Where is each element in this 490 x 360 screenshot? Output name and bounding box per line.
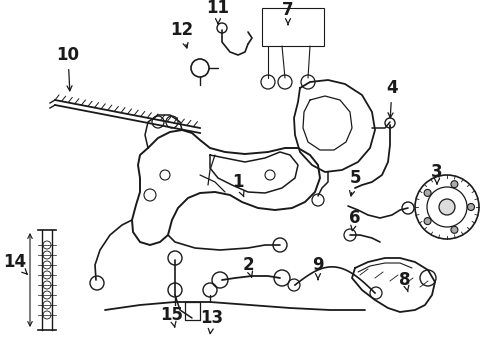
Circle shape	[424, 217, 431, 225]
Circle shape	[424, 189, 431, 197]
Text: 4: 4	[386, 79, 398, 118]
Text: 8: 8	[399, 271, 411, 292]
Text: 14: 14	[3, 253, 27, 274]
Text: 9: 9	[312, 256, 324, 280]
Circle shape	[451, 181, 458, 188]
Text: 13: 13	[200, 309, 223, 334]
Text: 6: 6	[349, 209, 361, 231]
Text: 15: 15	[161, 306, 183, 327]
Text: 7: 7	[282, 1, 294, 24]
Text: 5: 5	[349, 169, 361, 196]
Circle shape	[451, 226, 458, 233]
Text: 2: 2	[242, 256, 254, 277]
Text: 10: 10	[56, 46, 79, 91]
Text: 12: 12	[171, 21, 194, 48]
Circle shape	[467, 203, 474, 211]
Text: 1: 1	[232, 173, 244, 197]
Circle shape	[439, 199, 455, 215]
Text: 11: 11	[206, 0, 229, 24]
Text: 3: 3	[431, 163, 443, 184]
